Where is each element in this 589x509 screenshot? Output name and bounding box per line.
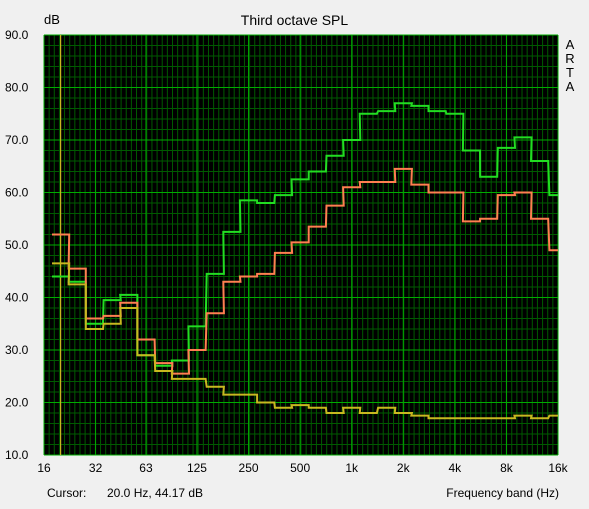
y-tick-label: 10.0 [5,448,29,462]
y-tick-label: 30.0 [5,343,29,357]
y-tick-label: 70.0 [5,133,29,147]
series-line-2 [52,262,558,420]
x-tick-label: 250 [239,461,259,475]
y-tick-label: 40.0 [5,291,29,305]
arta-letter: A [565,37,575,52]
cursor-label: Cursor: [47,486,87,500]
x-axis-label: Frequency band (Hz) [446,486,559,500]
x-tick-label: 63 [139,461,153,475]
grid [43,34,559,456]
arta-logo: A R T A [563,38,577,94]
x-tick-label: 32 [89,461,103,475]
y-tick-label: 60.0 [5,186,29,200]
y-tick-labels: 10.0 20.0 30.0 40.0 50.0 60.0 70.0 80.0 90.0 [5,28,29,462]
series-layer [52,102,558,420]
arta-letter: R [565,51,575,66]
x-tick-label: 16 [37,461,51,475]
x-tick-label: 16k [548,461,568,475]
x-tick-labels: 16 32 63 125 250 500 1k 2k 4k 8k 16k [37,461,568,475]
x-tick-label: 500 [290,461,310,475]
y-tick-label: 80.0 [5,81,29,95]
x-tick-label: 8k [500,461,514,475]
cursor-readout: 20.0 Hz, 44.17 dB [107,486,204,500]
chart-title: Third octave SPL [240,12,349,28]
x-tick-label: 1k [345,461,359,475]
x-tick-label: 4k [449,461,463,475]
arta-letter: A [565,79,575,94]
y-tick-label: 90.0 [5,28,29,42]
x-tick-label: 2k [397,461,411,475]
y-tick-label: 20.0 [5,396,29,410]
arta-letter: T [566,65,574,80]
x-tick-label: 125 [187,461,207,475]
y-tick-label: 50.0 [5,238,29,252]
y-axis-unit: dB [44,12,60,27]
